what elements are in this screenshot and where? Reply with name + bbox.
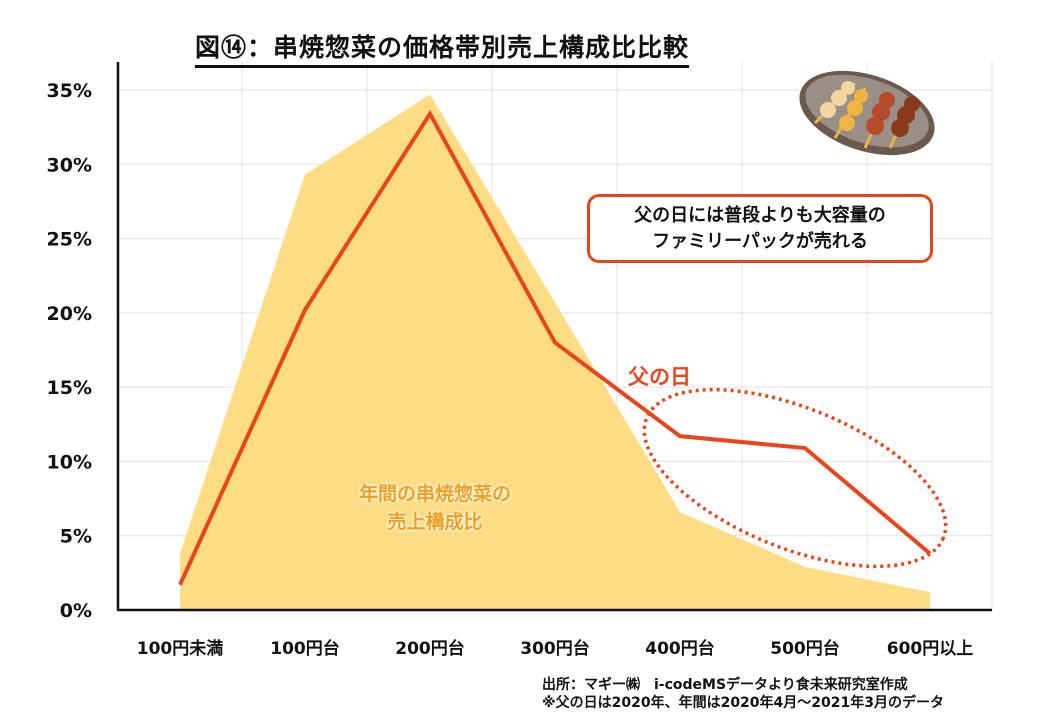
x-tick-label: 100円台 (270, 638, 340, 659)
y-tick-label: 20% (47, 303, 92, 325)
callout-box: 父の日には普段よりも大容量の ファミリーパックが売れる (587, 194, 933, 263)
x-tick-label: 300円台 (520, 638, 590, 659)
callout-line-2: ファミリーパックが売れる (652, 231, 868, 252)
annual-series-label: 年間の串焼惣菜の 売上構成比 (330, 480, 540, 536)
axes (116, 62, 992, 612)
source-note: 出所：マギー㈱ i-codeMSデータより食未来研究室作成 ※父の日は2020年… (542, 676, 944, 712)
annual-label-line-1: 年間の串焼惣菜の (358, 483, 511, 505)
y-tick-label: 10% (47, 451, 92, 473)
source-line-1: 出所：マギー㈱ i-codeMSデータより食未来研究室作成 (542, 677, 908, 693)
highlight-ellipse (642, 387, 948, 569)
x-tick-label: 400円台 (645, 638, 715, 659)
x-tick-label: 100円未満 (137, 638, 224, 659)
y-tick-label: 35% (47, 80, 92, 102)
source-line-2: ※父の日は2020年、年間は2020年4月～2021年3月のデータ (542, 695, 944, 711)
yakitori-plate-illustration (799, 70, 935, 156)
y-tick-label: 15% (47, 377, 92, 399)
line-series (178, 109, 932, 586)
x-tick-label: 500円台 (770, 638, 840, 659)
page-title: 図⑭：串焼惣菜の価格帯別売上構成比比較 (195, 28, 690, 68)
x-tick-label: 600円以上 (887, 639, 974, 659)
y-tick-label: 5% (60, 526, 92, 548)
annual-label-line-2: 売上構成比 (387, 511, 483, 533)
x-tick-label: 200円台 (395, 638, 465, 659)
x-tick-labels: 100円未満 100円台 200円台 300円台 400円台 500円台 600円以上 (137, 638, 974, 659)
y-tick-label: 0% (60, 600, 92, 622)
area-series (180, 94, 930, 610)
y-tick-label: 30% (47, 154, 92, 176)
fathers-day-series-label: 父の日 (628, 365, 691, 389)
grid (118, 62, 993, 610)
callout-line-1: 父の日には普段よりも大容量の (634, 205, 886, 226)
annual-area (180, 94, 930, 610)
y-tick-labels: 0% 5% 10% 15% 20% 25% 30% 35% (47, 80, 92, 622)
y-tick-label: 25% (47, 229, 92, 251)
